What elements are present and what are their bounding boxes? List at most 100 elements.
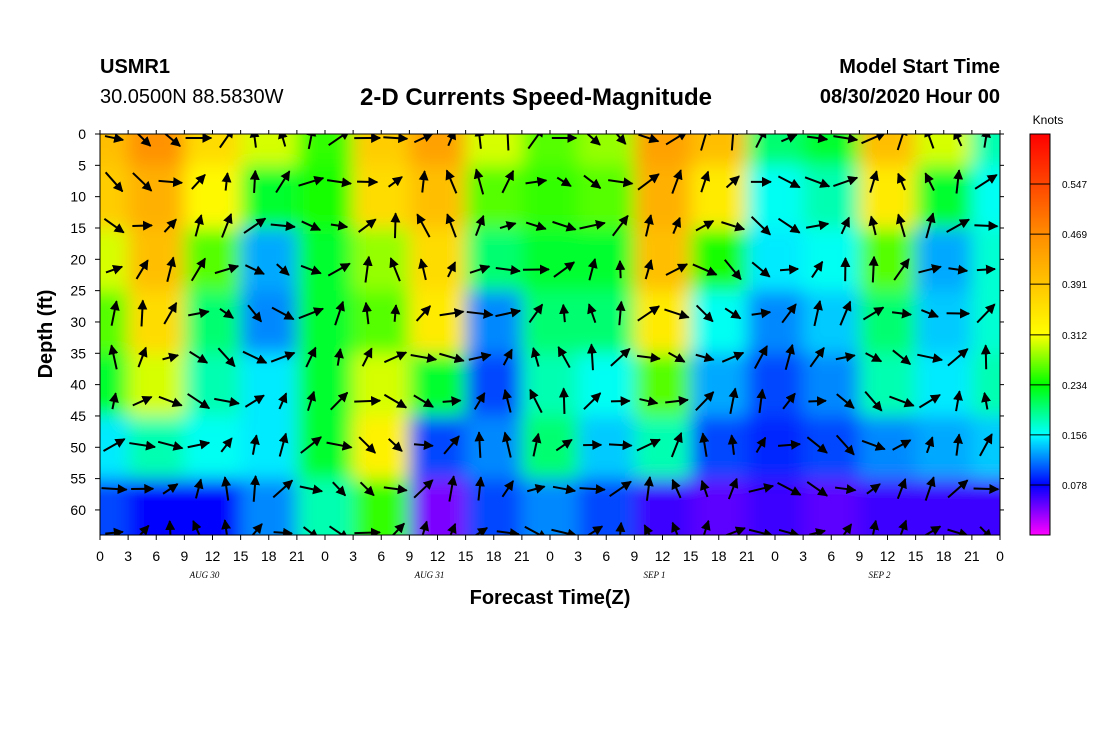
heatmap-cell [409,134,467,167]
current-arrow [191,173,206,190]
current-arrow [132,220,154,231]
current-arrow [836,393,855,409]
x-axis: 0 3 6 9 12 15 18 21 0 3 6 9 12 15 18 21 0 3 6 9 12 15 18 21 0 3 6 9… [96,130,1004,580]
current-arrow [188,308,210,319]
heatmap-cell [578,227,636,292]
x-tick-label: 18 [261,548,277,564]
current-arrow [643,524,654,535]
heatmap-cell [690,134,748,167]
current-arrow [809,346,825,368]
heatmap-cell [296,134,355,167]
current-arrow [332,481,347,497]
current-arrow [973,483,1000,494]
current-arrow [527,134,545,150]
current-arrow [474,476,485,501]
current-arrow [496,528,520,535]
current-arrow [813,299,823,327]
current-arrow [359,481,375,497]
current-arrow [587,257,598,281]
colorbar-tick-label: 0.469 [1062,230,1087,241]
current-arrow [530,347,541,367]
current-arrow [637,305,660,322]
current-arrow [695,391,715,412]
heatmap-cell [690,415,748,480]
heatmap-cell [353,227,411,292]
heatmap-cell [634,165,692,229]
current-arrow [132,396,153,407]
current-arrow [105,265,124,275]
x-tick-label: 15 [458,548,474,564]
current-arrow [981,391,991,410]
current-arrow [415,305,432,322]
current-arrow [668,351,686,363]
current-arrow [724,526,746,535]
current-arrow [334,300,345,326]
heatmap-cell [971,290,1000,355]
y-tick-label: 40 [70,377,86,393]
current-arrow [499,221,517,231]
current-arrow [193,478,204,499]
current-arrow [889,395,915,408]
current-arrow [723,259,742,281]
colorbar-tick-label: 0.547 [1062,180,1087,191]
current-arrow [981,134,991,148]
current-arrow [165,519,176,535]
x-tick-label: 6 [602,548,610,564]
current-arrow [446,261,457,278]
current-arrow [579,484,606,495]
current-arrow [108,344,119,370]
current-arrow [214,263,240,275]
current-arrow [162,483,179,495]
heatmap-cell [634,353,692,417]
x-tick-label: 9 [855,548,863,564]
current-arrow [609,480,632,498]
colorbar-tick-label: 0.312 [1062,331,1087,342]
current-arrow [953,134,963,147]
current-arrow [777,481,802,496]
current-arrow [750,216,771,236]
current-arrow [326,440,353,451]
x-tick-label: 15 [233,548,249,564]
y-axis-label: Depth (ft) [35,290,57,379]
current-arrow [413,394,434,408]
current-arrow [979,526,993,535]
current-arrow [834,484,857,494]
current-arrow [643,259,654,280]
x-tick-label: 0 [96,548,104,564]
current-arrow [671,216,682,235]
current-arrow [861,439,886,451]
current-arrow [474,527,488,535]
current-arrow [103,218,125,234]
heatmap-cell [465,353,523,417]
current-arrow [924,476,936,501]
current-arrow [250,475,260,502]
x-tick-label: 6 [377,548,385,564]
current-arrow [579,219,606,230]
heatmap-cell [690,227,748,292]
current-arrow [446,134,456,147]
current-arrow [866,483,881,495]
current-arrow [727,434,738,455]
x-tick-label: 12 [655,548,671,564]
current-arrow [109,300,120,326]
current-arrow [391,522,405,535]
current-arrow [413,440,434,451]
current-arrow [501,169,515,194]
current-arrow [586,134,601,146]
heatmap-cell [409,478,467,535]
current-arrow [305,346,317,368]
x-tick-label: 18 [711,548,727,564]
current-arrow [163,218,177,233]
current-arrow [751,261,771,278]
current-arrow [892,439,912,451]
x-tick-label: 0 [546,548,554,564]
current-arrow [157,440,184,451]
current-arrow [390,304,401,322]
colorbar-units: Knots [1033,113,1064,127]
heatmap-cell [746,353,805,417]
heatmap-cell [690,165,748,229]
current-arrow [583,392,602,410]
current-arrow [163,301,178,325]
heatmap-cell [240,134,298,167]
current-arrow [644,214,654,237]
